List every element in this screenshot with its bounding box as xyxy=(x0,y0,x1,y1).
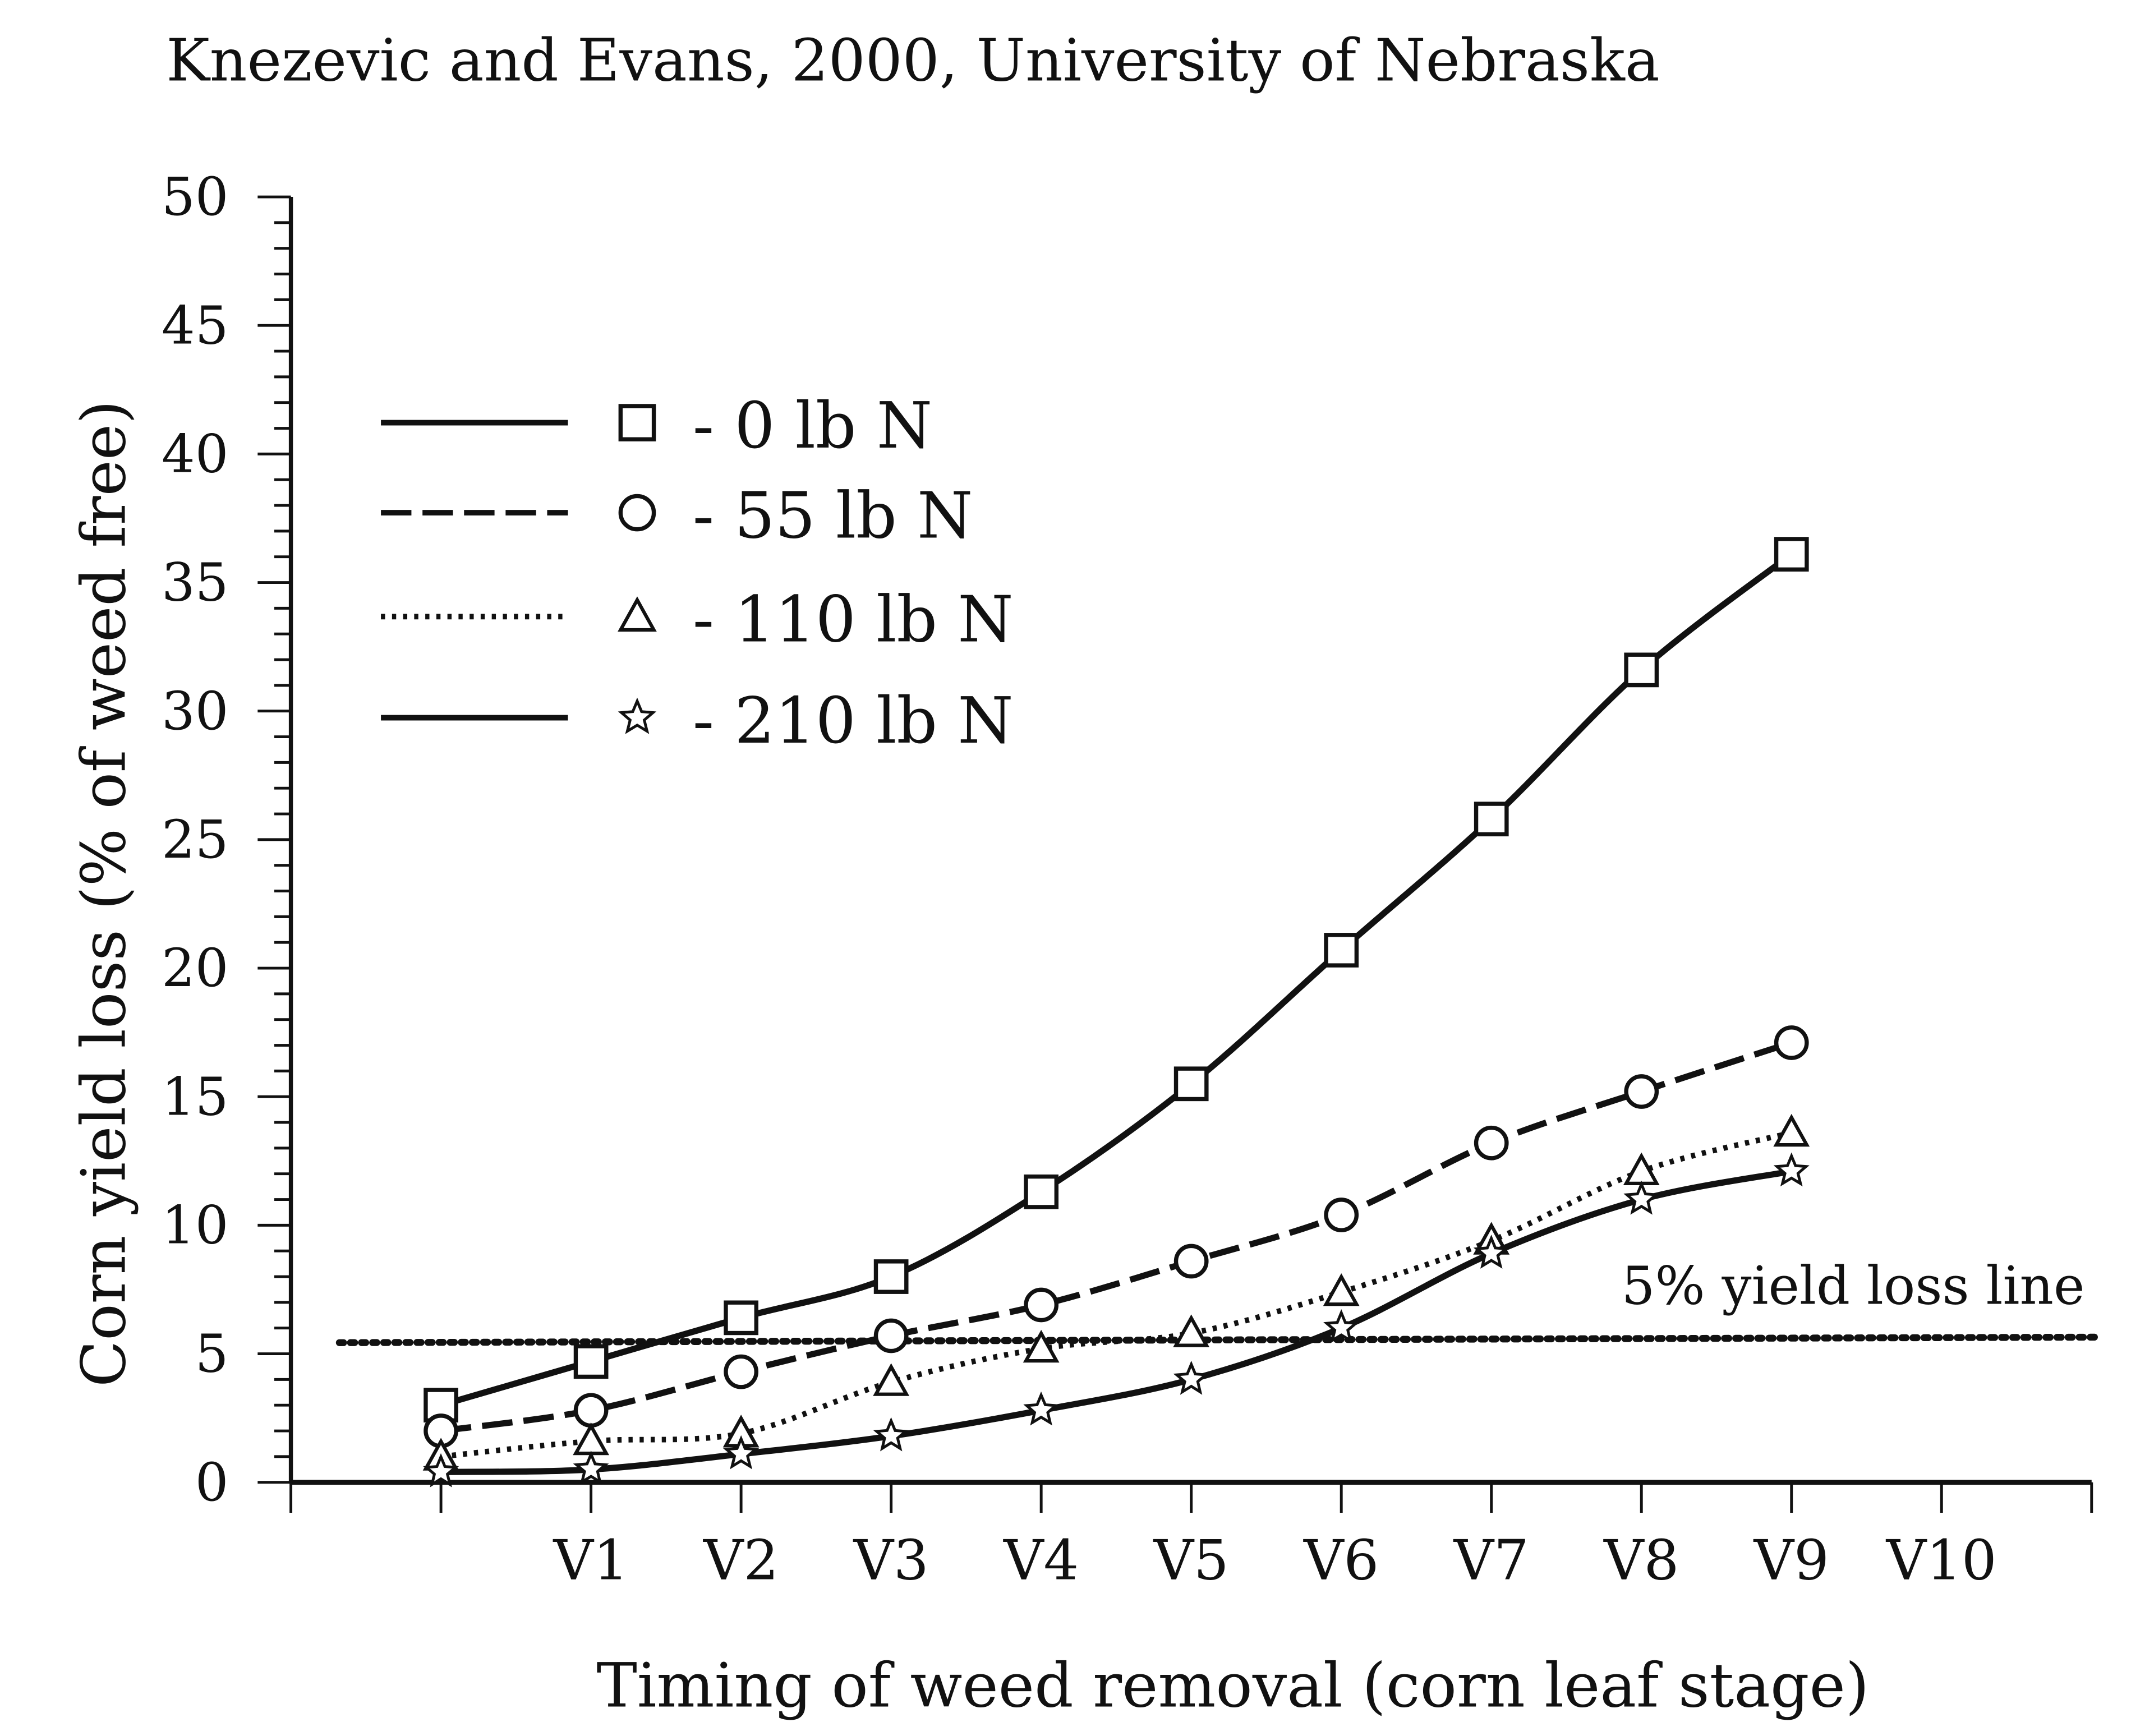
data-point-square xyxy=(1173,1066,1209,1102)
y-tick-label: 45 xyxy=(162,295,228,356)
data-point-star xyxy=(423,1453,459,1488)
data-point-star xyxy=(1623,1180,1660,1215)
data-point-circle xyxy=(1024,1287,1059,1323)
data-point-triangle xyxy=(873,1363,910,1396)
data-point-square xyxy=(1324,933,1359,968)
y-tick-label: 25 xyxy=(162,809,228,871)
x-tick-label: V9 xyxy=(1753,1528,1829,1593)
data-point-circle xyxy=(1324,1198,1359,1232)
series-1 xyxy=(424,1025,1809,1448)
x-tick-label: V1 xyxy=(553,1528,629,1593)
y-tick-label: 0 xyxy=(195,1452,229,1513)
x-tick-label: V2 xyxy=(703,1528,779,1593)
data-point-triangle xyxy=(1173,1314,1210,1347)
series-group xyxy=(422,537,1810,1488)
series-line xyxy=(441,1168,1792,1475)
legend-marker-star xyxy=(618,697,657,734)
data-point-star xyxy=(1323,1309,1360,1343)
data-point-square xyxy=(873,1259,909,1294)
data-point-triangle xyxy=(1323,1273,1360,1306)
data-point-star xyxy=(1023,1391,1059,1426)
data-point-triangle xyxy=(1773,1113,1810,1147)
series-line xyxy=(440,551,1794,1408)
data-point-star xyxy=(573,1450,609,1485)
x-tick-label: V7 xyxy=(1453,1528,1529,1593)
data-point-star xyxy=(1773,1152,1810,1187)
series-line xyxy=(440,1130,1792,1459)
legend-label: - 55 lb N xyxy=(693,479,973,553)
x-tick-label: V10 xyxy=(1886,1528,1997,1593)
axes: 0 5 10 15 20 25 30 35 40 45 50 V1 V2 V3 V4 V5 V6 V7 V8 V9 V1… xyxy=(162,167,2102,1593)
series-0 xyxy=(424,537,1809,1423)
chart-title: Knezevic and Evans, 2000, University of … xyxy=(166,27,1659,95)
x-tick-label: V5 xyxy=(1153,1528,1229,1593)
data-point-star xyxy=(1473,1235,1509,1269)
y-tick-label: 50 xyxy=(162,167,228,228)
y-tick-label: 30 xyxy=(162,681,228,742)
y-tick-label: 5 xyxy=(195,1324,229,1385)
data-point-triangle xyxy=(573,1422,610,1456)
legend-marker-circle xyxy=(618,494,656,532)
y-tick-label: 40 xyxy=(162,423,228,485)
data-point-circle xyxy=(1173,1244,1209,1279)
data-point-triangle xyxy=(1023,1329,1060,1363)
data-point-star xyxy=(873,1417,909,1452)
data-point-square xyxy=(1624,652,1659,688)
data-point-circle xyxy=(873,1318,909,1353)
data-point-square xyxy=(573,1344,609,1379)
data-point-square xyxy=(1774,537,1809,572)
data-point-circle xyxy=(1624,1074,1659,1109)
data-point-circle xyxy=(573,1393,609,1428)
data-point-square xyxy=(1474,802,1509,837)
y-tick-label: 35 xyxy=(162,552,228,614)
x-tick-label: V6 xyxy=(1303,1528,1379,1593)
data-point-circle xyxy=(1474,1125,1509,1161)
legend: - 0 lb N - 55 lb N - 110 lb N - 210 lb N xyxy=(381,389,1014,758)
x-tick-label: V4 xyxy=(1003,1528,1079,1593)
data-point-square xyxy=(724,1300,759,1336)
data-point-circle xyxy=(724,1354,759,1389)
data-point-circle xyxy=(1774,1025,1809,1060)
x-axis-label: Timing of weed removal (corn leaf stage) xyxy=(596,1650,1869,1721)
y-axis-label: Corn yield loss (% of weed free) xyxy=(68,400,139,1387)
data-point-star xyxy=(723,1435,760,1470)
data-point-square xyxy=(1024,1174,1059,1209)
series-3 xyxy=(423,1152,1810,1488)
legend-marker-square xyxy=(618,404,656,441)
legend-label: - 0 lb N xyxy=(693,389,932,463)
legend-label: - 210 lb N xyxy=(693,684,1014,758)
legend-marker-triangle xyxy=(618,596,657,632)
y-tick-label: 20 xyxy=(162,938,228,999)
y-tick-label: 15 xyxy=(162,1066,228,1127)
reference-line xyxy=(335,1333,2102,1346)
series-2 xyxy=(422,1113,1810,1471)
x-tick-label: V3 xyxy=(853,1528,929,1593)
data-point-star xyxy=(1173,1360,1209,1395)
y-tick-label: 10 xyxy=(162,1195,228,1256)
x-tick-label: V8 xyxy=(1603,1528,1679,1593)
legend-label: - 110 lb N xyxy=(693,583,1014,657)
series-line xyxy=(440,1039,1793,1434)
reference-line-label: 5% yield loss line xyxy=(1622,1256,2085,1317)
